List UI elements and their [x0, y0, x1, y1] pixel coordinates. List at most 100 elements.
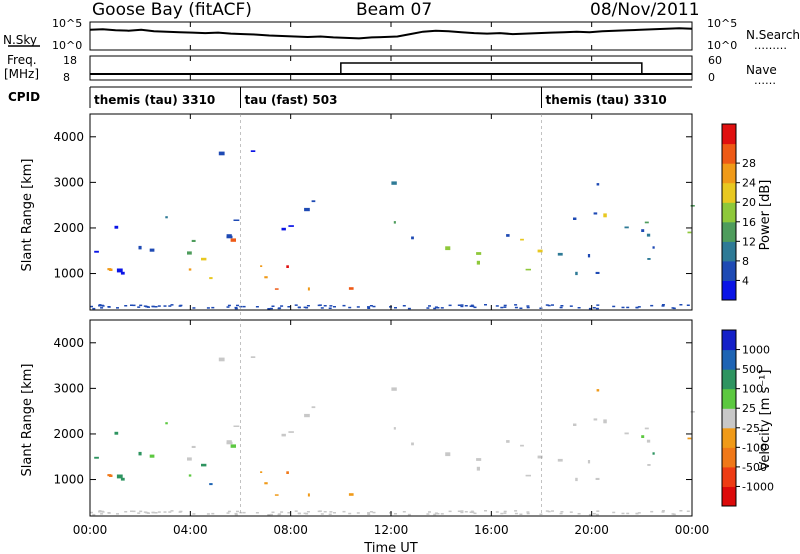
heatmap-cell — [201, 257, 207, 261]
heatmap-cell — [138, 451, 142, 456]
colorbar-swatch — [722, 388, 736, 409]
heatmap-cell — [307, 493, 310, 497]
heatmap-cell — [484, 510, 487, 512]
heatmap-cell — [592, 307, 596, 309]
nsearch-label: N.Search — [746, 28, 800, 42]
heatmap-cell — [320, 307, 324, 309]
heatmap-cell — [152, 511, 156, 514]
heatmap-cell — [233, 425, 240, 427]
heatmap-cell — [495, 511, 499, 513]
heatmap-cell — [436, 513, 440, 515]
colorbar-tick-label: -25 — [742, 422, 760, 435]
heatmap-cell — [526, 306, 530, 309]
heatmap-cell — [191, 239, 196, 242]
heatmap-cell — [170, 510, 174, 512]
heatmap-cell — [92, 307, 96, 310]
heatmap-cell — [661, 305, 665, 307]
heatmap-cell — [537, 455, 543, 459]
heatmap-cell — [686, 510, 690, 512]
heatmap-cell — [428, 305, 431, 307]
heatmap-cell — [323, 511, 327, 513]
heatmap-cell — [587, 254, 591, 258]
heatmap-cell — [348, 306, 352, 309]
heatmap-cell — [687, 231, 692, 234]
heatmap-cell — [503, 512, 507, 514]
heatmap-cell — [621, 512, 625, 515]
heatmap-cell — [209, 483, 213, 486]
nave-label: Nave — [746, 63, 777, 77]
heatmap-cell — [448, 304, 452, 307]
heatmap-cell — [294, 304, 298, 306]
heatmap-cell — [595, 307, 599, 310]
heatmap-cell — [436, 307, 440, 309]
colorbar-tick-label: -1000 — [742, 480, 774, 493]
heatmap-cell — [281, 433, 286, 437]
heatmap-cell — [137, 512, 141, 514]
heatmap-cell — [179, 510, 183, 513]
heatmap-cell — [277, 307, 281, 310]
heatmap-cell — [109, 268, 113, 271]
heatmap-cell — [234, 307, 238, 310]
heatmap-cell — [679, 510, 683, 512]
heatmap-cell — [267, 514, 271, 516]
heatmap-cell — [672, 307, 676, 310]
cpid-panel: CPID themis (tau) 3310 tau (fast) 503 them… — [8, 86, 692, 108]
heatmap-cell — [372, 511, 376, 514]
heatmap-cell — [329, 511, 333, 513]
heatmap-cell — [90, 511, 93, 514]
heatmap-cell — [234, 513, 238, 516]
heatmap-cell — [333, 306, 336, 308]
heatmap-cell — [132, 510, 136, 513]
colorbar-tick-label: -100 — [742, 441, 767, 454]
heatmap-cell — [230, 238, 236, 242]
heatmap-cell — [476, 252, 482, 255]
y-tick-label: 4000 — [53, 336, 84, 350]
heatmap-cell — [569, 305, 573, 307]
heatmap-cell — [130, 304, 133, 306]
heatmap-cell — [227, 510, 231, 513]
heatmap-cell — [445, 246, 451, 251]
heatmap-cell — [448, 510, 452, 513]
heatmap-cell — [274, 494, 279, 496]
heatmap-cell — [329, 305, 333, 307]
y-tick-label: 2000 — [53, 427, 84, 441]
heatmap-cell — [624, 226, 629, 229]
heatmap-cell — [506, 440, 510, 443]
heatmap-cell — [264, 482, 268, 485]
heatmap-cell — [98, 511, 102, 513]
heatmap-cell — [100, 307, 104, 309]
colorbar-swatch — [722, 182, 736, 203]
heatmap-cell — [393, 221, 396, 224]
heatmap-cell — [569, 511, 573, 513]
nsearch-legend-dots: ……… — [754, 39, 787, 52]
heatmap-cell — [107, 306, 111, 308]
heatmap-cell — [179, 304, 183, 307]
colorbar-swatch — [722, 143, 736, 164]
heatmap-cell — [124, 511, 128, 513]
heatmap-cell — [471, 511, 475, 514]
heatmap-cell — [124, 305, 128, 307]
heatmap-cell — [94, 250, 99, 253]
heatmap-cell — [280, 511, 284, 513]
heatmap-cell — [460, 305, 464, 308]
heatmap-cell — [393, 427, 396, 430]
x-axis-label: Time UT — [363, 541, 417, 554]
heatmap-cell — [514, 304, 518, 306]
heatmap-cell — [154, 512, 158, 514]
cpid-segment-label: themis (tau) 3310 — [546, 93, 667, 107]
heatmap-cell — [596, 183, 600, 186]
heatmap-cell — [411, 442, 414, 446]
colorbar-swatch — [722, 427, 736, 448]
heatmap-cell — [297, 306, 301, 309]
heatmap-cell — [637, 306, 641, 308]
heatmap-cell — [426, 513, 430, 515]
heatmap-cell — [149, 454, 155, 458]
y-tick-label: 1000 — [53, 473, 84, 487]
heatmap-cell — [457, 510, 461, 512]
y-tick-label: 2000 — [53, 221, 84, 235]
heatmap-cell — [227, 304, 231, 307]
heatmap-cell — [188, 474, 192, 477]
heatmap-cell — [551, 304, 554, 306]
colorbar-swatch — [722, 408, 736, 429]
heatmap-cell — [402, 305, 406, 307]
